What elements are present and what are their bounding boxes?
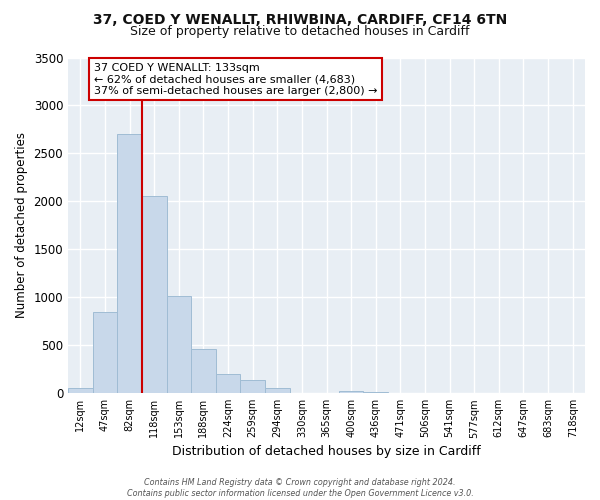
Bar [167, 296, 191, 393]
Text: 37, COED Y WENALLT, RHIWBINA, CARDIFF, CF14 6TN: 37, COED Y WENALLT, RHIWBINA, CARDIFF, C… [93, 12, 507, 26]
Bar [265, 388, 290, 393]
Y-axis label: Number of detached properties: Number of detached properties [15, 132, 28, 318]
Text: Size of property relative to detached houses in Cardiff: Size of property relative to detached ho… [130, 25, 470, 38]
Bar [191, 349, 216, 393]
Bar [68, 388, 92, 393]
Bar [142, 196, 167, 393]
Text: Contains HM Land Registry data © Crown copyright and database right 2024.
Contai: Contains HM Land Registry data © Crown c… [127, 478, 473, 498]
Bar [339, 391, 364, 393]
Bar [92, 312, 117, 393]
X-axis label: Distribution of detached houses by size in Cardiff: Distribution of detached houses by size … [172, 444, 481, 458]
Bar [364, 392, 388, 393]
Bar [241, 380, 265, 393]
Bar [117, 134, 142, 393]
Text: 37 COED Y WENALLT: 133sqm
← 62% of detached houses are smaller (4,683)
37% of se: 37 COED Y WENALLT: 133sqm ← 62% of detac… [94, 62, 377, 96]
Bar [216, 374, 241, 393]
